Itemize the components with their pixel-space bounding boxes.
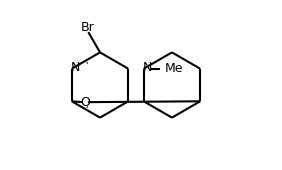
Text: O: O — [81, 96, 91, 109]
Text: Br: Br — [81, 21, 94, 34]
Text: N: N — [71, 61, 80, 74]
Text: N: N — [143, 61, 152, 74]
Text: Me: Me — [165, 62, 184, 75]
